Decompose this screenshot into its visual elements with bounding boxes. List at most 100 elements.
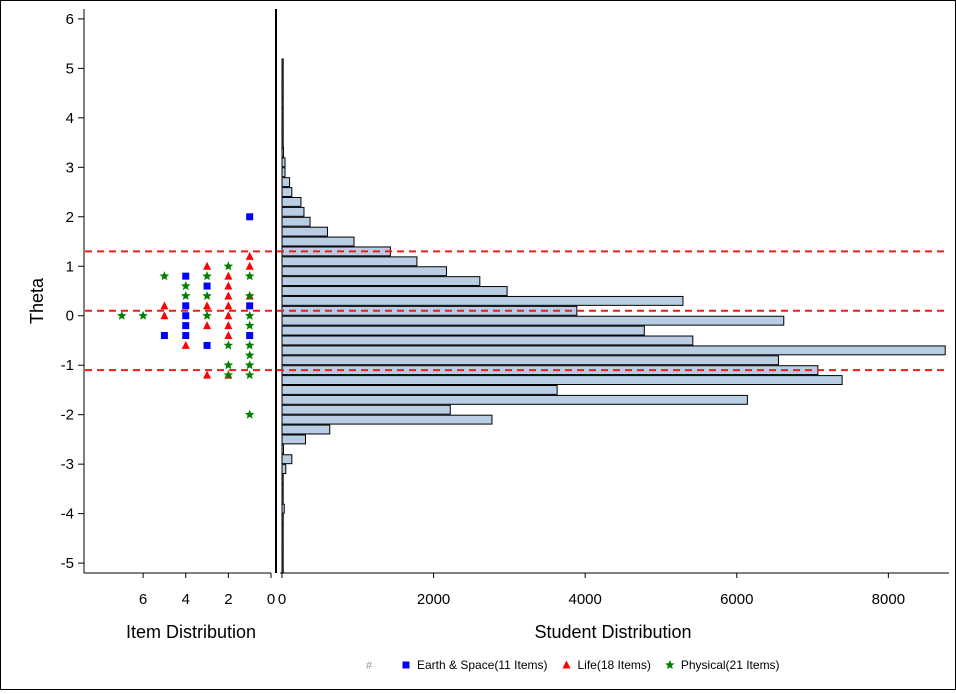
item-marker-triangle: [203, 370, 212, 379]
item-panel-x-title: Item Distribution: [126, 622, 256, 642]
item-marker-star: [244, 340, 255, 350]
item-marker-square: [246, 213, 254, 221]
item-marker-triangle: [224, 281, 233, 290]
student-bar: [281, 553, 284, 564]
item-marker-star: [223, 261, 234, 271]
student-bar: [281, 216, 311, 227]
legend: # Earth & Space(11 Items) Life(18 Items) Ph…: [366, 658, 780, 672]
student-x-tick-label: 0: [278, 591, 286, 608]
student-bar: [281, 375, 843, 385]
student-bar: [281, 483, 284, 494]
item-marker-square: [203, 282, 211, 290]
item-marker-star: [244, 320, 255, 330]
student-bar: [281, 345, 946, 356]
item-marker-square: [182, 332, 190, 340]
y-tick-label: 2: [66, 209, 74, 226]
item-marker-star: [244, 290, 255, 300]
hash-icon: #: [366, 660, 373, 672]
item-marker-star: [244, 271, 255, 281]
item-marker-star: [223, 370, 234, 380]
item-marker-star: [138, 310, 148, 320]
student-bar: [281, 58, 284, 69]
item-marker-star: [159, 271, 170, 281]
item-marker-triangle: [203, 301, 212, 310]
legend-square-icon: [402, 661, 410, 669]
student-bar: [281, 533, 284, 544]
student-bar: [281, 68, 284, 79]
student-bar: [281, 187, 293, 198]
y-tick-label: 5: [66, 60, 74, 77]
legend-label: Physical(21 Items): [681, 658, 780, 672]
legend-item: #: [366, 660, 373, 672]
item-x-tick-label: 4: [182, 591, 190, 608]
student-bar: [281, 464, 287, 475]
student-panel-x-title: Student Distribution: [534, 622, 691, 642]
legend-item: Life(18 Items): [562, 658, 651, 672]
student-x-tick-label: 8000: [872, 591, 905, 608]
student-bar: [281, 236, 355, 247]
student-bar: [281, 286, 508, 296]
item-marker-triangle: [224, 311, 233, 320]
item-marker-square: [182, 302, 190, 310]
legend-label: Earth & Space(11 Items): [417, 658, 548, 672]
student-bar: [281, 315, 785, 326]
student-bar: [281, 503, 285, 514]
y-tick-label: -3: [61, 456, 74, 473]
axis-labels: Theta Item Distribution Student Distribu…: [27, 277, 692, 642]
student-bars: [281, 58, 946, 574]
item-marker-triangle: [160, 301, 169, 310]
item-marker-star: [244, 310, 255, 320]
item-marker-star: [202, 290, 212, 300]
cut-lines: [85, 250, 949, 372]
y-tick-label: 3: [66, 159, 74, 176]
item-marker-triangle: [245, 261, 254, 270]
item-marker-triangle: [245, 251, 254, 260]
student-bar: [281, 295, 684, 306]
item-marker-square: [182, 322, 190, 330]
student-bar: [281, 197, 302, 207]
item-marker-star: [202, 271, 212, 281]
student-x-tick-label: 2000: [417, 591, 450, 608]
student-bar: [281, 434, 306, 445]
student-bar: [281, 266, 447, 277]
item-marker-star: [244, 350, 255, 360]
student-bar: [281, 98, 284, 108]
student-bar: [281, 206, 305, 217]
student-bar: [281, 167, 286, 178]
item-x-tick-label: 0: [267, 591, 275, 608]
student-bar: [281, 137, 284, 148]
item-x-tick-label: 6: [139, 591, 147, 608]
student-bar: [281, 276, 481, 287]
y-tick-label: -4: [61, 506, 74, 523]
item-marker-star: [244, 360, 255, 370]
item-marker-star: [180, 290, 191, 300]
item-marker-triangle: [224, 271, 233, 280]
student-bar: [281, 543, 284, 554]
item-marker-square: [182, 312, 190, 320]
student-bar: [281, 107, 284, 118]
student-bar: [281, 474, 284, 484]
item-marker-star: [244, 370, 255, 380]
item-marker-triangle: [203, 261, 212, 270]
item-marker-triangle: [160, 311, 169, 320]
student-bar: [281, 394, 748, 405]
item-marker-triangle: [181, 340, 190, 349]
y-tick-label: -1: [61, 357, 74, 374]
student-bar: [281, 493, 284, 504]
student-bar: [281, 177, 291, 188]
y-tick-label: -2: [61, 407, 74, 424]
item-marker-square: [203, 341, 211, 349]
student-bar: [281, 147, 285, 158]
student-bar: [281, 157, 286, 168]
item-marker-triangle: [224, 291, 233, 300]
student-bar: [281, 414, 493, 425]
student-bar: [281, 117, 284, 128]
item-marker-star: [244, 409, 255, 419]
item-marker-square: [246, 302, 254, 310]
student-bar: [281, 424, 331, 435]
item-marker-star: [223, 340, 234, 350]
item-marker-triangle: [224, 321, 233, 330]
